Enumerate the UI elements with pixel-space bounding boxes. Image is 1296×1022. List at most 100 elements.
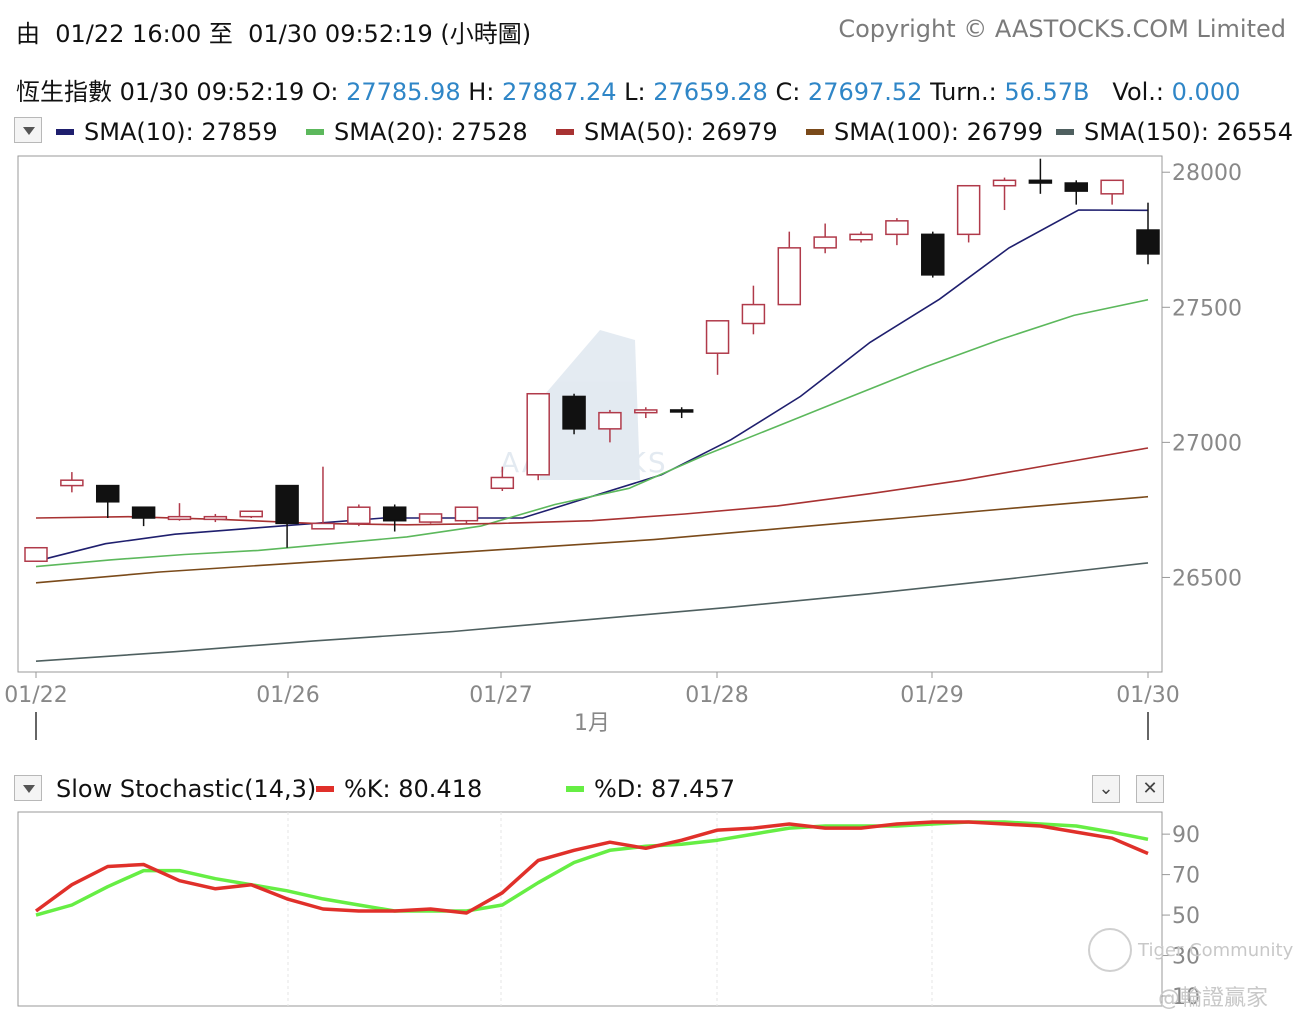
candle-body [167, 515, 192, 521]
sma50-swatch [556, 129, 574, 135]
x-tick-label: 01/28 [685, 683, 748, 708]
candle [1136, 202, 1160, 265]
sma50-label: SMA(50): 26979 [584, 118, 778, 146]
candle [95, 484, 120, 519]
stoch-y-tick-label: 90 [1172, 823, 1200, 848]
candle [634, 407, 658, 419]
candle [885, 218, 909, 246]
candle-body [598, 411, 622, 430]
range-from: 01/22 16:00 [55, 20, 202, 48]
low-value: 27659.28 [653, 78, 768, 106]
sma100-swatch [806, 129, 824, 135]
candle-body [849, 233, 873, 241]
candle [1100, 179, 1124, 205]
range-to: 01/30 09:52:19 [248, 20, 433, 48]
y-tick-label: 27000 [1172, 431, 1242, 456]
candle [777, 231, 802, 306]
candle [382, 504, 407, 532]
candle [562, 393, 586, 435]
candle [921, 231, 945, 278]
stoch-plot-frame [17, 811, 1163, 1007]
sma-legend-4: SMA(100): 26799 [806, 118, 1043, 146]
price-plot-frame [17, 155, 1163, 673]
sma-legend-5: SMA(150): 26554 [1056, 118, 1293, 146]
price-indicator-dropdown[interactable] [14, 117, 42, 143]
date-range: 由 01/22 16:00 至 01/30 09:52:19 (小時圖) [16, 14, 531, 49]
stoch-y-tick-label: 30 [1172, 945, 1200, 970]
low-label: L: [624, 78, 646, 106]
y-tick-label: 26500 [1172, 566, 1242, 591]
candle [741, 285, 766, 335]
candle [490, 466, 515, 491]
d-label: %D: 87.457 [594, 775, 735, 803]
close-panel-button[interactable]: ✕ [1136, 775, 1164, 803]
collapse-panel-button[interactable]: ⌄ [1092, 775, 1120, 803]
candle-body [669, 409, 694, 413]
x-tick-label: 01/26 [256, 683, 319, 708]
high-label: H: [468, 78, 495, 106]
close-value: 27697.52 [807, 78, 923, 106]
x-month-label: 1月 [574, 711, 610, 736]
high-value: 27887.24 [502, 78, 617, 106]
candle-body [921, 233, 945, 276]
candle [454, 506, 479, 524]
candle-body [992, 179, 1017, 187]
candle-body [311, 522, 335, 530]
stoch-y-tick-label: 10 [1172, 985, 1200, 1010]
candle-body [1100, 179, 1124, 195]
candle [131, 506, 156, 527]
index-name: 恆生指數 [16, 78, 112, 106]
stoch-y-tick-label: 70 [1172, 864, 1200, 889]
candle-body [490, 476, 515, 490]
range-mid: 至 [208, 20, 233, 48]
candle-body [885, 220, 909, 236]
author-watermark: @輪證贏家 [1158, 986, 1269, 1011]
stoch-d-legend: %D: 87.457 [566, 775, 735, 803]
k-swatch [316, 786, 334, 792]
candle-body [131, 506, 156, 519]
volume-value: 0.000 [1171, 78, 1241, 106]
stoch-k-legend: %K: 80.418 [316, 775, 482, 803]
range-prefix: 由 [16, 20, 40, 48]
stoch-y-tick-label: 50 [1172, 904, 1200, 929]
sma20-label: SMA(20): 27528 [334, 118, 528, 146]
candle [849, 231, 873, 243]
candle-body [634, 409, 658, 414]
candle-body [1136, 229, 1160, 255]
candle [418, 513, 443, 524]
candle [167, 503, 192, 521]
price-chart: AASTOCKS 28000 27500 27000 26500 01/22 01/26 01… [4, 155, 1242, 740]
quote-line: 恆生指數 01/30 09:52:19 O: 27785.98 H: 27887… [16, 72, 1240, 107]
stoch-indicator-dropdown[interactable] [14, 775, 42, 801]
chevron-down-icon: ⌄ [1098, 778, 1114, 799]
tiger-watermark: Tiger Community [1138, 940, 1294, 961]
candle [275, 484, 299, 548]
stoch-d-line [35, 820, 1149, 917]
candle-body [956, 184, 981, 236]
stoch-k-line [34, 820, 1149, 915]
sma-legend-2: SMA(20): 27528 [306, 118, 528, 146]
tiger-logo-icon [1088, 928, 1132, 972]
candle-body [777, 247, 802, 306]
candle [526, 392, 550, 481]
candle [598, 409, 622, 443]
candle [311, 466, 335, 530]
candle [813, 223, 837, 254]
sma-line-sma20 [35, 298, 1149, 568]
candle-body [60, 479, 84, 487]
sma-legend-3: SMA(50): 26979 [556, 118, 778, 146]
candle [1028, 158, 1053, 194]
aastocks-watermark-text: AASTOCKS [500, 446, 668, 479]
close-icon: ✕ [1142, 778, 1158, 799]
stoch-title: Slow Stochastic(14,3) [56, 775, 317, 803]
quote-time: 01/30 09:52:19 [119, 78, 305, 106]
stochastic-chart: 90 70 50 30 10 [17, 811, 1200, 1010]
candle [24, 546, 48, 562]
turnover-value: 56.57B [1004, 78, 1090, 106]
candle [669, 407, 694, 419]
candle [956, 184, 981, 243]
sma20-swatch [306, 129, 324, 135]
candle [705, 320, 730, 375]
candle-body [239, 510, 263, 518]
sma150-label: SMA(150): 26554 [1084, 118, 1293, 146]
